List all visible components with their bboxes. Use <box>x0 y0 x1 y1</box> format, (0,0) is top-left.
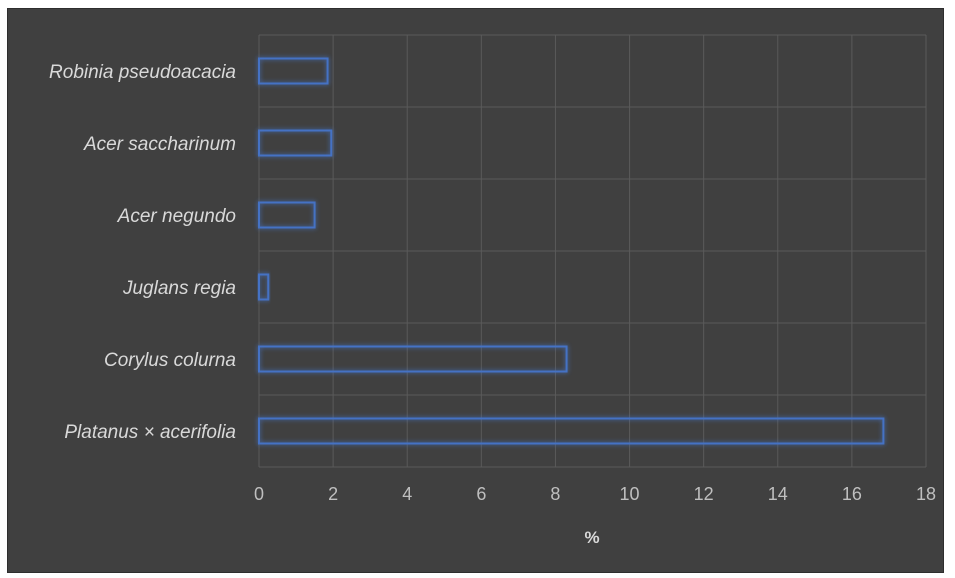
category-label: Acer saccharinum <box>83 134 236 155</box>
x-tick-label: 16 <box>842 484 862 504</box>
bar <box>258 417 885 445</box>
category-label: Corylus colurna <box>104 350 236 371</box>
bar <box>258 345 568 373</box>
x-tick-label: 2 <box>328 484 338 504</box>
bar <box>258 57 329 85</box>
x-tick-label: 14 <box>768 484 788 504</box>
grid-lines <box>258 34 927 468</box>
x-tick-label: 18 <box>916 484 936 504</box>
category-label: Acer negundo <box>117 206 236 227</box>
bar <box>258 201 316 229</box>
x-axis-title: % <box>584 528 599 547</box>
x-tick-label: 6 <box>476 484 486 504</box>
category-label: Juglans regia <box>122 278 236 299</box>
x-tick-labels: 0 2 4 6 8 10 12 14 16 18 <box>254 484 936 504</box>
category-labels: Robinia pseudoacacia Acer saccharinum Acer… <box>49 62 236 443</box>
x-tick-label: 10 <box>620 484 640 504</box>
bar <box>258 273 270 301</box>
chart-frame <box>7 8 944 573</box>
bar <box>258 129 333 157</box>
category-label: Platanus × acerifolia <box>64 422 236 443</box>
x-tick-label: 8 <box>550 484 560 504</box>
bars <box>258 57 885 445</box>
x-tick-label: 4 <box>402 484 412 504</box>
x-tick-label: 12 <box>694 484 714 504</box>
x-tick-label: 0 <box>254 484 264 504</box>
category-label: Robinia pseudoacacia <box>49 62 236 83</box>
